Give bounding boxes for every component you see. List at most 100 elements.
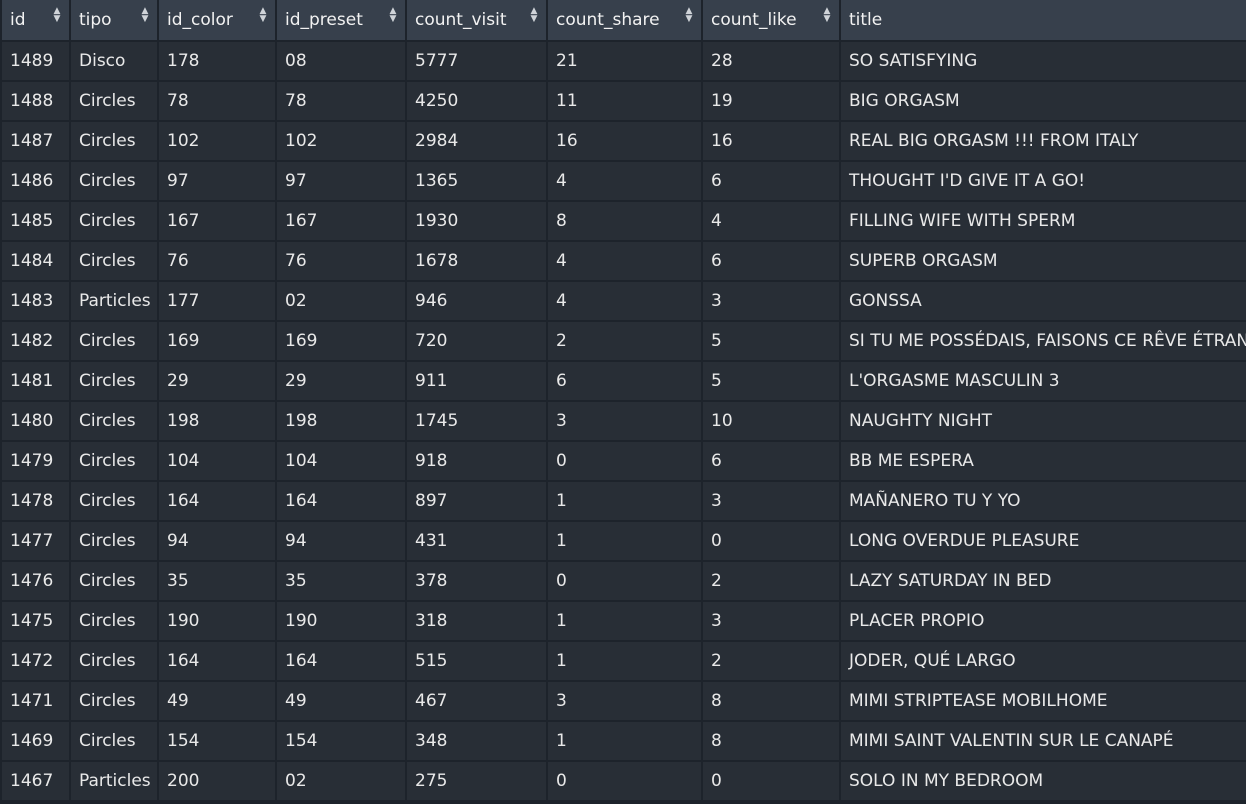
cell-id-preset: 76 <box>277 242 407 282</box>
cell-id-preset: 02 <box>277 762 407 802</box>
sort-updown-icon[interactable]: ▲ ▼ <box>53 6 61 24</box>
cell-id: 1478 <box>0 482 71 522</box>
cell-count-like: 19 <box>703 82 841 122</box>
cell-id-color: 164 <box>159 482 277 522</box>
sort-updown-icon[interactable]: ▲ ▼ <box>685 6 693 24</box>
cell-count-like: 2 <box>703 562 841 602</box>
column-header-label: title <box>849 10 883 30</box>
cell-tipo: Circles <box>71 602 159 642</box>
cell-id: 1472 <box>0 642 71 682</box>
cell-tipo: Circles <box>71 82 159 122</box>
sort-updown-icon[interactable]: ▲ ▼ <box>823 6 831 24</box>
cell-tipo: Circles <box>71 722 159 762</box>
cell-id-preset: 97 <box>277 162 407 202</box>
table-row[interactable]: 1482 Circles 169 169 720 2 5 SI TU ME POSSÉDAIS… <box>0 322 1246 362</box>
cell-count-share: 4 <box>548 282 703 322</box>
column-header-count-like[interactable]: count_like ▲ ▼ <box>703 0 841 42</box>
sort-updown-icon[interactable]: ▲ ▼ <box>530 6 538 24</box>
cell-count-like: 3 <box>703 282 841 322</box>
cell-title: SI TU ME POSSÉDAIS, FAISONS CE RÊVE ÉTRA… <box>841 322 1246 362</box>
table-row[interactable]: 1484 Circles 76 76 1678 4 6 SUPERB ORGASM <box>0 242 1246 282</box>
table-row[interactable]: 1483 Particles 177 02 946 4 3 GONSSA <box>0 282 1246 322</box>
cell-id-color: 78 <box>159 82 277 122</box>
cell-tipo: Circles <box>71 362 159 402</box>
table-row[interactable]: 1487 Circles 102 102 2984 16 16 REAL BIG ORGASM… <box>0 122 1246 162</box>
table-row[interactable]: 1469 Circles 154 154 348 1 8 MIMI SAINT VALENTI… <box>0 722 1246 762</box>
cell-id: 1480 <box>0 402 71 442</box>
cell-count-visit: 275 <box>407 762 548 802</box>
cell-count-share: 3 <box>548 682 703 722</box>
cell-id: 1469 <box>0 722 71 762</box>
table-row[interactable]: 1481 Circles 29 29 911 6 5 L'ORGASME MASCULIN 3 <box>0 362 1246 402</box>
table-row[interactable]: 1489 Disco 178 08 5777 21 28 SO SATISFYING <box>0 42 1246 82</box>
cell-count-share: 8 <box>548 202 703 242</box>
column-header-id-preset[interactable]: id_preset ▲ ▼ <box>277 0 407 42</box>
cell-count-like: 8 <box>703 722 841 762</box>
cell-id: 1479 <box>0 442 71 482</box>
sort-updown-icon[interactable]: ▲ ▼ <box>389 6 397 24</box>
cell-count-visit: 1930 <box>407 202 548 242</box>
cell-id-preset: 102 <box>277 122 407 162</box>
cell-id: 1489 <box>0 42 71 82</box>
table-row[interactable]: 1471 Circles 49 49 467 3 8 MIMI STRIPTEASE MOBI… <box>0 682 1246 722</box>
table-row[interactable]: 1472 Circles 164 164 515 1 2 JODER, QUÉ LARGO <box>0 642 1246 682</box>
column-header-id-color[interactable]: id_color ▲ ▼ <box>159 0 277 42</box>
cell-title: BB ME ESPERA <box>841 442 1246 482</box>
column-header-label: id_color <box>167 10 233 30</box>
cell-title: BIG ORGASM <box>841 82 1246 122</box>
cell-title: LAZY SATURDAY IN BED <box>841 562 1246 602</box>
cell-count-visit: 378 <box>407 562 548 602</box>
cell-id-preset: 154 <box>277 722 407 762</box>
table-row[interactable]: 1476 Circles 35 35 378 0 2 LAZY SATURDAY IN BED <box>0 562 1246 602</box>
cell-title: THOUGHT I'D GIVE IT A GO! <box>841 162 1246 202</box>
cell-title: MIMI STRIPTEASE MOBILHOME <box>841 682 1246 722</box>
cell-id-color: 164 <box>159 642 277 682</box>
cell-count-visit: 1678 <box>407 242 548 282</box>
cell-id: 1467 <box>0 762 71 802</box>
cell-count-like: 5 <box>703 322 841 362</box>
column-header-count-share[interactable]: count_share ▲ ▼ <box>548 0 703 42</box>
cell-count-share: 0 <box>548 762 703 802</box>
cell-id: 1471 <box>0 682 71 722</box>
cell-id-preset: 190 <box>277 602 407 642</box>
cell-tipo: Circles <box>71 482 159 522</box>
table-row[interactable]: 1485 Circles 167 167 1930 8 4 FILLING WIFE WITH… <box>0 202 1246 242</box>
cell-count-visit: 5777 <box>407 42 548 82</box>
cell-id-preset: 29 <box>277 362 407 402</box>
cell-id-color: 94 <box>159 522 277 562</box>
table-row[interactable]: 1475 Circles 190 190 318 1 3 PLACER PROPIO <box>0 602 1246 642</box>
column-header-count-visit[interactable]: count_visit ▲ ▼ <box>407 0 548 42</box>
cell-id-preset: 169 <box>277 322 407 362</box>
cell-count-visit: 467 <box>407 682 548 722</box>
cell-id-preset: 167 <box>277 202 407 242</box>
column-header-id[interactable]: id ▲ ▼ <box>0 0 71 42</box>
cell-title: PLACER PROPIO <box>841 602 1246 642</box>
cell-count-share: 1 <box>548 522 703 562</box>
cell-count-visit: 348 <box>407 722 548 762</box>
cell-id-preset: 198 <box>277 402 407 442</box>
table-row[interactable]: 1479 Circles 104 104 918 0 6 BB ME ESPERA <box>0 442 1246 482</box>
cell-count-share: 1 <box>548 482 703 522</box>
table-row[interactable]: 1480 Circles 198 198 1745 3 10 NAUGHTY NIGHT <box>0 402 1246 442</box>
cell-id: 1485 <box>0 202 71 242</box>
column-header-tipo[interactable]: tipo ▲ ▼ <box>71 0 159 42</box>
column-header-label: tipo <box>79 10 112 30</box>
cell-count-like: 3 <box>703 482 841 522</box>
cell-count-like: 5 <box>703 362 841 402</box>
cell-title: REAL BIG ORGASM !!! FROM ITALY <box>841 122 1246 162</box>
table-row[interactable]: 1488 Circles 78 78 4250 11 19 BIG ORGASM <box>0 82 1246 122</box>
sort-updown-icon[interactable]: ▲ ▼ <box>259 6 267 24</box>
sort-updown-icon[interactable]: ▲ ▼ <box>141 6 149 24</box>
table-row[interactable]: 1467 Particles 200 02 275 0 0 SOLO IN MY BEDROO… <box>0 762 1246 802</box>
table-row[interactable]: 1486 Circles 97 97 1365 4 6 THOUGHT I'D GIVE IT… <box>0 162 1246 202</box>
table-row[interactable]: 1477 Circles 94 94 431 1 0 LONG OVERDUE PLEASUR… <box>0 522 1246 562</box>
cell-count-visit: 897 <box>407 482 548 522</box>
cell-title: GONSSA <box>841 282 1246 322</box>
cell-count-share: 1 <box>548 602 703 642</box>
cell-count-like: 0 <box>703 762 841 802</box>
cell-count-like: 28 <box>703 42 841 82</box>
table-row[interactable]: 1478 Circles 164 164 897 1 3 MAÑANERO TU Y YO <box>0 482 1246 522</box>
cell-title: L'ORGASME MASCULIN 3 <box>841 362 1246 402</box>
column-header-title[interactable]: title <box>841 0 1246 42</box>
cell-title: SUPERB ORGASM <box>841 242 1246 282</box>
